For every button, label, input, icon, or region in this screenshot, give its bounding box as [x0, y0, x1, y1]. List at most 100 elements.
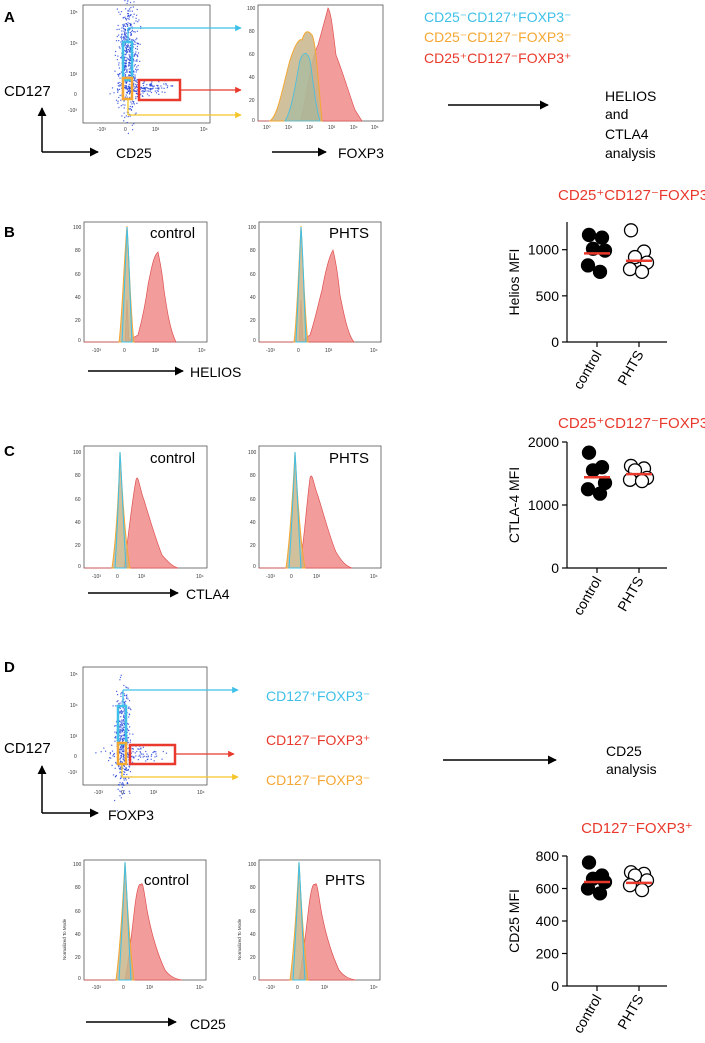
y-tick-label: 600 [536, 881, 560, 897]
svg-text:40: 40 [249, 75, 255, 81]
svg-text:80: 80 [75, 473, 81, 479]
axis-label-foxp3-d: FOXP3 [108, 807, 154, 823]
svg-text:100: 100 [248, 225, 257, 231]
svg-text:60: 60 [250, 497, 256, 503]
svg-text:-10³: -10³ [266, 985, 275, 991]
svg-text:10⁴: 10⁴ [196, 985, 204, 991]
plot-title: CD25⁺CD127⁻FOXP3⁺ [558, 415, 705, 432]
svg-text:10³: 10³ [152, 348, 160, 354]
data-point-control [581, 227, 597, 243]
svg-text:0: 0 [124, 127, 127, 133]
svg-text:10⁴: 10⁴ [196, 574, 204, 580]
svg-text:100: 100 [248, 450, 257, 456]
flow-a-yticks: 10⁵ 10⁴ 10³ 0 -10³ [68, 10, 78, 114]
panel-a: A -10³ 0 10³ 10⁴ 10⁵ 10⁴ 10³ 0 -10³ CD12… [4, 0, 656, 161]
svg-text:40: 40 [75, 932, 81, 938]
x-tick-label: control [570, 992, 605, 1036]
svg-text:10⁰: 10⁰ [263, 125, 271, 131]
hist-ylabel-phts-d: Normalized To Mode [237, 918, 242, 960]
svg-text:10⁴: 10⁴ [70, 703, 78, 709]
histogram-foxp3-a: 10⁰ 10¹ 10² 10³ 10⁴ 10⁵ 100 80 60 40 20 … [247, 4, 384, 131]
svg-text:40: 40 [250, 295, 256, 301]
svg-text:60: 60 [250, 272, 256, 278]
svg-text:0: 0 [116, 574, 119, 580]
svg-text:and: and [605, 106, 628, 122]
y-tick-label: 1000 [528, 242, 559, 258]
data-point-control [581, 445, 597, 460]
data-point-control [580, 482, 596, 497]
data-point-control [594, 230, 610, 245]
data-point-control [592, 264, 608, 279]
data-point-phts [634, 264, 650, 279]
pop-label-cyan-a: CD25⁻CD127⁺FOXP3⁻ [424, 9, 571, 25]
axis-label-cd25-d: CD25 [190, 1016, 226, 1032]
hist-a-xticks: 10⁰ 10¹ 10² 10³ 10⁴ 10⁵ [263, 125, 379, 131]
svg-text:100: 100 [248, 862, 257, 868]
svg-text:10⁴: 10⁴ [200, 127, 208, 133]
result-label-d: CD25 analysis [606, 743, 657, 777]
svg-text:-10³: -10³ [68, 770, 77, 776]
svg-text:0: 0 [121, 790, 124, 796]
mfi-plot-1: CD25⁺CD127⁻FOXP3⁺ 0 500 1000 Helios MFI contr… [506, 187, 705, 392]
histogram-ctla4-phts: PHTS -10³ 0 10³ 10⁴ 100 80 60 40 20 0 [248, 445, 382, 580]
plot-title: CD25⁺CD127⁻FOXP3⁺ [558, 187, 705, 204]
svg-text:40: 40 [250, 932, 256, 938]
panel-b: B control -10³ 0 10³ 10⁴ 100 80 60 40 20 0 PHTS … [4, 221, 382, 380]
y-tick-label: 1000 [528, 497, 559, 513]
svg-text:0: 0 [297, 348, 300, 354]
pop-label-red-d: CD127⁻FOXP3⁺ [266, 732, 370, 748]
svg-text:-10³: -10³ [68, 108, 77, 114]
svg-text:60: 60 [75, 497, 81, 503]
mfi-plot-3: CD127⁻FOXP3⁺ 0 200 400 600 800 CD25 MFI control… [506, 820, 693, 1036]
data-point-phts [623, 223, 639, 238]
svg-text:0: 0 [122, 985, 125, 991]
y-tick-label: 0 [551, 978, 559, 994]
data-point-phts [634, 882, 650, 898]
svg-text:analysis: analysis [606, 761, 657, 777]
x-tick-label: PHTS [614, 348, 647, 388]
svg-text:10⁴: 10⁴ [198, 348, 206, 354]
svg-text:40: 40 [75, 295, 81, 301]
svg-text:10⁴: 10⁴ [370, 574, 378, 580]
data-point-phts [622, 261, 638, 277]
histogram-cd25-phts: PHTS Normalized To Mode -10³ 0 10³ 10⁴ 100 8… [237, 859, 381, 991]
svg-text:20: 20 [249, 98, 255, 104]
y-tick-label: 0 [551, 334, 559, 350]
svg-text:10³: 10³ [321, 985, 329, 991]
svg-text:10³: 10³ [328, 125, 336, 131]
mfi-plot-2: CD25⁺CD127⁻FOXP3⁺ 0 1000 2000 CTLA-4 MFI cont… [506, 415, 705, 618]
svg-text:-10³: -10³ [97, 127, 106, 133]
svg-text:20: 20 [75, 318, 81, 324]
y-axis-label: CTLA-4 MFI [506, 467, 522, 543]
pop-label-red-a: CD25⁺CD127⁻FOXP3⁺ [424, 50, 571, 66]
x-tick-label: control [570, 574, 605, 618]
svg-text:10³: 10³ [150, 790, 158, 796]
svg-text:-10³: -10³ [92, 574, 101, 580]
axis-label-helios: HELIOS [190, 364, 241, 380]
histogram-helios-phts: PHTS -10³ 0 10³ 10⁴ 100 80 60 40 20 0 [248, 221, 382, 354]
data-point-control [597, 243, 613, 258]
panel-a-letter: A [4, 9, 15, 26]
svg-text:80: 80 [250, 248, 256, 254]
y-axis-label: Helios MFI [506, 249, 522, 316]
svg-text:10⁴: 10⁴ [70, 41, 78, 47]
svg-text:0: 0 [253, 338, 256, 344]
svg-text:20: 20 [75, 955, 81, 961]
data-point-phts [622, 878, 638, 893]
hist-ylabel-control-d: Normalized To Mode [62, 918, 67, 960]
svg-text:0: 0 [78, 338, 81, 344]
svg-text:-10³: -10³ [94, 790, 103, 796]
svg-text:10⁴: 10⁴ [370, 348, 378, 354]
svg-text:100: 100 [73, 862, 82, 868]
svg-text:0: 0 [78, 976, 81, 982]
group-label-control-d: control [144, 872, 189, 889]
result-label-a: HELIOS and CTLA4 analysis [605, 88, 656, 161]
svg-text:10³: 10³ [325, 348, 333, 354]
x-tick-label: PHTS [614, 992, 647, 1032]
mfi-dot-plots: CD25⁺CD127⁻FOXP3⁺ 0 500 1000 Helios MFI contr… [506, 187, 705, 1036]
pop-label-orange-a: CD25⁻CD127⁻FOXP3⁻ [424, 29, 571, 45]
flow-plot-a: -10³ 0 10³ 10⁴ 10⁵ 10⁴ 10³ 0 -10³ [68, 0, 211, 134]
svg-text:0: 0 [74, 754, 77, 760]
hist-a-yticks: 100 80 60 40 20 0 [247, 6, 256, 124]
x-tick-label: PHTS [614, 574, 647, 614]
